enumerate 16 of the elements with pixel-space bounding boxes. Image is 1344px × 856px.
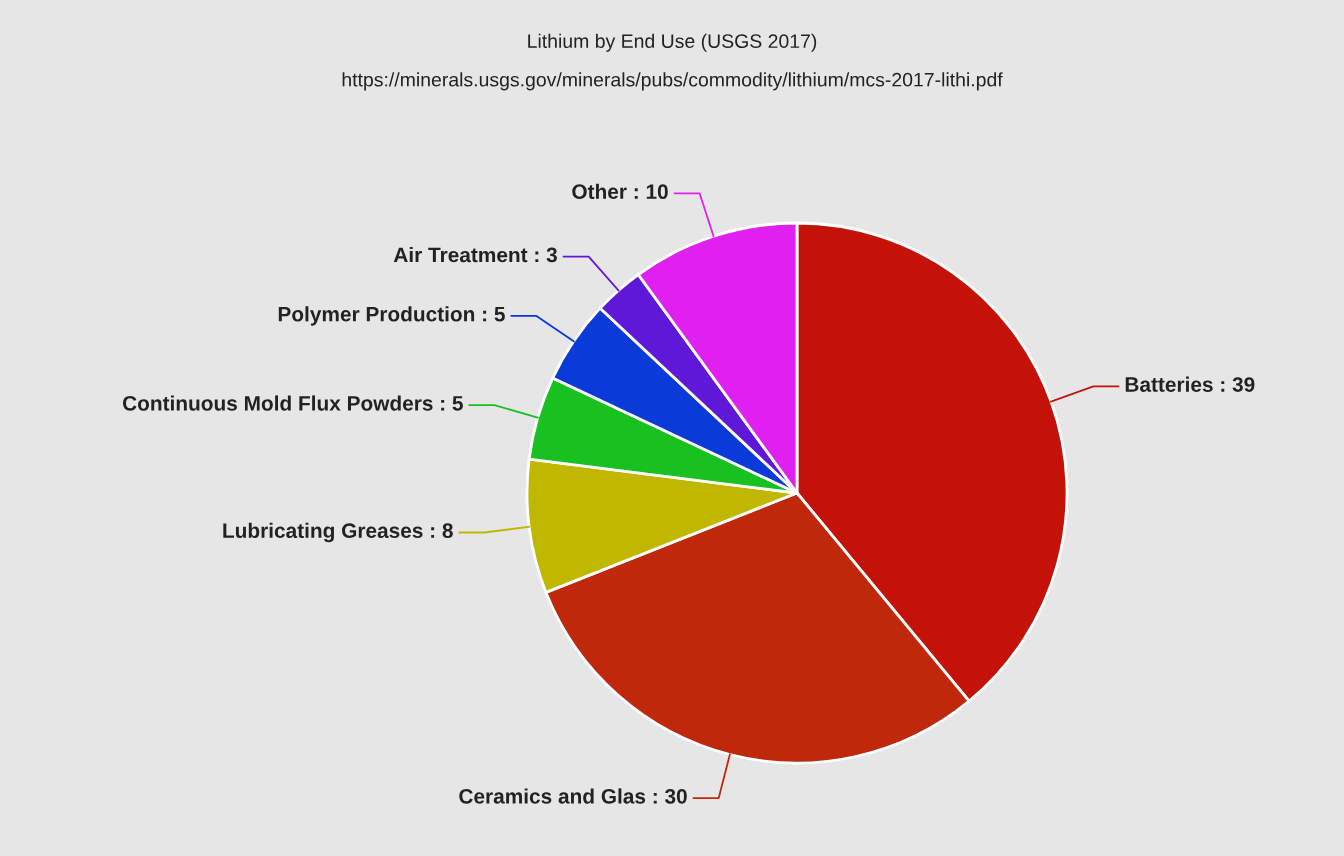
data-label: : 39 (1221, 377, 1255, 392)
data-label: : 10 (634, 184, 668, 200)
slice-label: Batteries (1125, 376, 1213, 392)
slice-label: Continuous Mold Flux Powders (122, 395, 433, 411)
chart-subtitle: https://minerals.usgs.gov/minerals/pubs/commodity/lithium/mcs-2017-lithi.pdf (342, 72, 1003, 91)
data-label: : 5 (441, 396, 463, 411)
slice-label: Air Treatment (393, 247, 528, 263)
data-label: : 30 (653, 788, 687, 804)
data-label: : 8 (431, 523, 453, 539)
data-label: : 5 (483, 307, 505, 322)
chart-title: Lithium by End Use (USGS 2017) (528, 33, 817, 52)
slice-label: Polymer Production (278, 306, 475, 326)
data-label: : 3 (535, 247, 557, 263)
slice-label: Lubricating Greases (223, 522, 423, 543)
slice-label: Other (572, 183, 627, 200)
slice-label: Ceramics and Glas (459, 788, 646, 804)
